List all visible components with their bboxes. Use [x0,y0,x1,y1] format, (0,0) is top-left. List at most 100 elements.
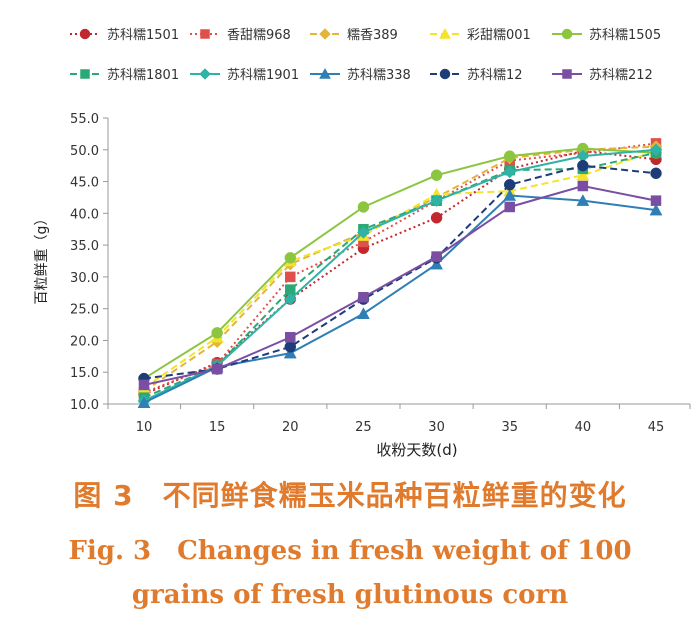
legend-item: 苏科糯1505 [552,27,661,43]
legend-label: 糯香389 [347,28,398,43]
series-7 [137,143,663,408]
legend-label: 苏科糯1901 [227,67,299,83]
series-line [143,148,657,402]
figure-caption-english-line2: grains of fresh glutinous corn [131,580,569,610]
data-point [357,307,370,320]
y-tick-label: 40.0 [70,207,99,222]
data-point [285,332,296,343]
legend-marker [561,28,573,40]
data-point [430,257,443,270]
data-point [577,159,589,172]
data-point [357,226,370,239]
data-point [283,346,297,359]
data-point [357,201,370,213]
data-point [283,292,297,306]
data-point [649,143,663,157]
chart-series [137,138,663,408]
x-tick-label: 20 [282,420,299,435]
legend-marker [439,68,451,80]
legend-marker [439,27,451,39]
data-point [576,168,590,181]
series-line [143,184,657,386]
data-point [650,195,662,206]
series-8 [137,189,663,408]
legend-item: 苏科糯338 [310,67,411,83]
legend-marker [562,69,572,79]
data-point [284,252,297,264]
legend-marker [200,29,210,39]
data-point [430,212,443,224]
data-point [503,150,516,162]
series-5 [138,142,662,385]
legend-item: 苏科糯12 [430,67,523,83]
data-point [138,379,150,391]
legend-label: 香甜糯968 [227,27,291,43]
chart-axes [107,118,690,405]
data-point [431,251,442,262]
legend-marker [319,28,331,40]
y-axis-ticks: 10.0 15.0 20.0 25.0 30.0 35.0 40.0 45.0 50.0 55.0 [70,112,108,413]
legend-item: 苏科糯1901 [190,67,299,83]
series-line [143,150,657,396]
series-line [143,145,657,393]
series-line [143,164,657,380]
y-tick-label: 35.0 [70,239,99,254]
y-tick-label: 15.0 [70,366,99,381]
x-axis-title: 收粉天数(d) [376,441,457,459]
data-point [503,165,517,179]
data-point [576,194,590,206]
x-tick-label: 25 [355,420,372,435]
data-point [137,396,151,408]
x-axis-ticks: 10 15 20 25 30 35 40 45 [107,404,691,435]
legend-marker [199,68,211,80]
legend-label: 苏科糯12 [467,67,523,83]
x-tick-label: 35 [501,420,518,435]
series-10 [138,180,662,391]
data-point [211,363,223,375]
legend-item: 苏科糯1801 [70,67,179,83]
legend-label: 苏科糯1501 [107,27,179,43]
data-point [211,327,223,339]
legend-marker [79,28,91,40]
legend-item: 香甜糯968 [190,27,291,43]
legend-item: 苏科糯1501 [70,27,179,43]
data-point [430,194,443,207]
x-tick-label: 10 [136,420,153,435]
x-tick-label: 15 [209,420,226,435]
data-point [650,167,662,180]
data-point [430,169,443,181]
y-tick-label: 10.0 [70,398,99,413]
legend-item: 苏科糯212 [552,67,653,83]
data-point [503,178,516,191]
series-line [143,142,657,394]
legend-label: 苏科糯1801 [107,67,179,83]
x-tick-label: 45 [648,420,665,435]
legend-marker [319,67,331,79]
data-point [285,271,296,283]
y-tick-label: 25.0 [70,303,99,318]
y-tick-label: 50.0 [70,144,99,159]
data-point [504,201,515,213]
data-point [358,291,369,303]
legend-item: 糯香389 [310,28,398,43]
line-chart: 苏科糯1501 香甜糯968 糯香389 彩甜糯001 苏科糯1505 苏科糯1801 苏科… [34,27,691,459]
chart-legend: 苏科糯1501 香甜糯968 糯香389 彩甜糯001 苏科糯1505 苏科糯1801 苏科… [70,27,661,83]
y-tick-label: 55.0 [70,112,99,127]
y-axis-title: 百粒鲜重（g） [34,212,50,305]
figure-caption-chinese: 图 3 不同鲜食糯玉米品种百粒鲜重的变化 [73,479,627,512]
data-point [503,189,517,201]
data-point [649,203,663,216]
series-9 [138,159,662,385]
legend-item: 彩甜糯001 [430,27,531,43]
legend-label: 苏科糯338 [347,67,411,83]
data-point [577,180,589,192]
y-tick-label: 45.0 [70,176,99,191]
legend-label: 苏科糯1505 [589,27,661,43]
y-tick-label: 20.0 [70,334,99,349]
legend-label: 苏科糯212 [589,67,653,83]
x-tick-label: 30 [428,420,445,435]
legend-label: 彩甜糯001 [467,27,531,43]
x-tick-label: 40 [575,420,592,435]
data-point [284,341,297,353]
legend-marker [80,69,90,79]
